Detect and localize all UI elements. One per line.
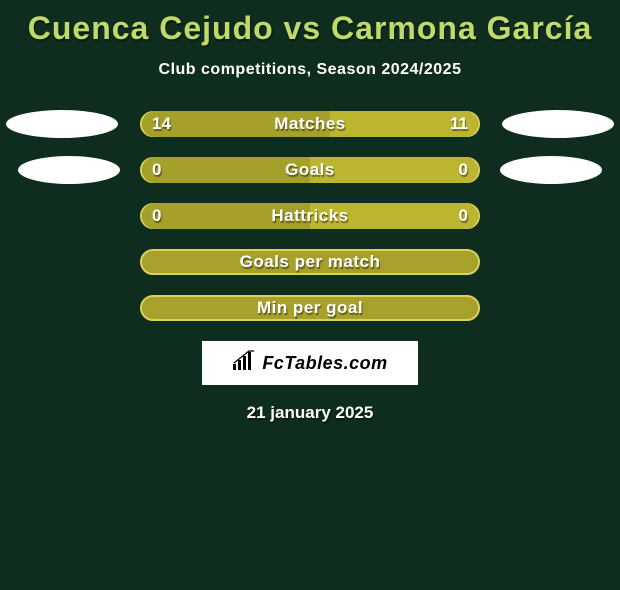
chart-icon xyxy=(232,350,256,377)
team-marker-left xyxy=(18,156,120,184)
comparison-rows: Matches1411Goals00Hattricks00Goals per m… xyxy=(0,111,620,321)
stat-label: Goals per match xyxy=(142,251,478,273)
stat-label: Matches xyxy=(142,113,478,135)
stat-row: Matches14 11 xyxy=(0,111,620,137)
stat-label: Hattricks xyxy=(142,205,478,227)
stat-label: Goals xyxy=(142,159,478,181)
stat-bar: Min per goal xyxy=(140,295,480,321)
stat-value-right: 0 xyxy=(459,203,468,229)
date-text: 21 january 2025 xyxy=(0,403,620,423)
stat-value-left: 14 xyxy=(152,111,171,137)
stat-label: Min per goal xyxy=(142,297,478,319)
stat-row: Goals per match xyxy=(0,249,620,275)
stat-bar: Matches xyxy=(140,111,480,137)
page-subtitle: Club competitions, Season 2024/2025 xyxy=(0,61,620,79)
stat-value-right: 11 xyxy=(450,111,468,137)
stat-value-left: 0 xyxy=(152,203,161,229)
stat-row: Hattricks0 0 xyxy=(0,203,620,229)
team-marker-left xyxy=(6,110,118,138)
stat-bar: Hattricks xyxy=(140,203,480,229)
stat-bar: Goals xyxy=(140,157,480,183)
brand-box: FcTables.com xyxy=(202,341,418,385)
team-marker-right xyxy=(502,110,614,138)
stat-value-left: 0 xyxy=(152,157,161,183)
page-title: Cuenca Cejudo vs Carmona García xyxy=(0,10,620,47)
stat-row: Min per goal xyxy=(0,295,620,321)
stat-bar: Goals per match xyxy=(140,249,480,275)
stat-value-right: 0 xyxy=(459,157,468,183)
brand-text: FcTables.com xyxy=(262,353,387,374)
stat-row: Goals0 0 xyxy=(0,157,620,183)
team-marker-right xyxy=(500,156,602,184)
